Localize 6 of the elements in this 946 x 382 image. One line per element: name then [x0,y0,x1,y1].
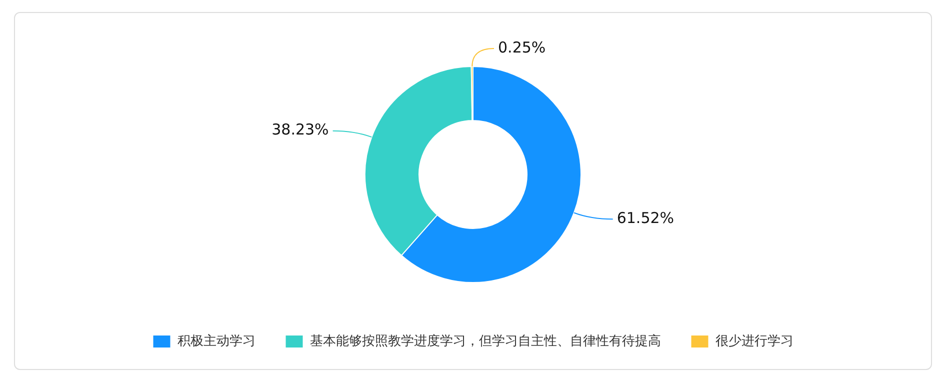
legend-label: 很少进行学习 [715,334,794,349]
data-label: 0.25% [498,38,546,56]
data-label: 38.23% [272,120,329,139]
data-label: 61.52% [616,209,674,228]
legend-label: 基本能够按照教学进度学习，但学习自主性、自律性有待提高 [310,332,661,349]
legend-label: 积极主动学习 [177,332,256,349]
